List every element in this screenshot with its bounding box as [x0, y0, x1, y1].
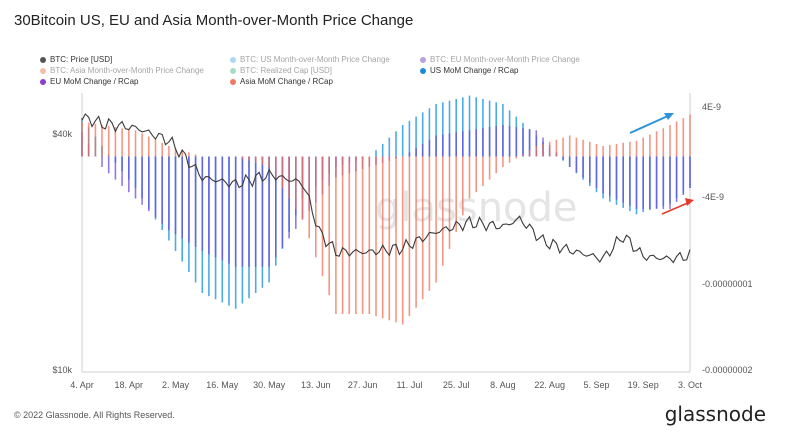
legend-item[interactable]: BTC: Realized Cap [USD] — [230, 66, 332, 75]
brand-logo: glassnode — [664, 402, 766, 426]
legend-label: BTC: Price [USD] — [50, 55, 113, 64]
legend-swatch — [230, 78, 236, 85]
x-tick-label: 2. May — [162, 380, 190, 390]
y-right-tick-label: -0.00000001 — [702, 279, 753, 289]
x-tick-label: 4. Apr — [70, 380, 94, 390]
chart-title: 30Bitcoin US, EU and Asia Month-over-Mon… — [14, 12, 414, 29]
y-left-tick-label: $40k — [52, 129, 72, 139]
copyright-footer: © 2022 Glassnode. All Rights Reserved. — [14, 410, 175, 420]
x-tick-label: 30. May — [253, 380, 286, 390]
legend-item[interactable]: BTC: Asia Month-over-Month Price Change — [40, 66, 204, 75]
legend-label: Asia MoM Change / RCap — [240, 77, 333, 86]
x-tick-label: 3. Oct — [678, 380, 703, 390]
x-tick-label: 13. Jun — [301, 380, 331, 390]
x-tick-label: 16. May — [206, 380, 239, 390]
legend-item[interactable]: BTC: US Month-over-Month Price Change — [230, 55, 390, 64]
legend-item[interactable]: US MoM Change / RCap — [420, 66, 518, 75]
legend-label: US MoM Change / RCap — [430, 66, 519, 75]
y-right-tick-label: -0.00000002 — [702, 365, 753, 375]
y-left-tick-label: $10k — [52, 365, 72, 375]
red-annotation-arrow — [661, 201, 691, 215]
legend-swatch — [420, 56, 426, 63]
legend-item[interactable]: EU MoM Change / RCap — [40, 77, 138, 86]
btc-price-line — [81, 113, 691, 264]
y-right-tick-label: 4E-9 — [702, 102, 721, 112]
x-tick-label: 22. Aug — [534, 380, 565, 390]
y-right-tick-label: -4E-9 — [702, 192, 724, 202]
legend-label: BTC: Asia Month-over-Month Price Change — [50, 66, 204, 75]
legend-swatch — [40, 67, 46, 74]
x-tick-label: 18. Apr — [115, 380, 144, 390]
x-tick-label: 19. Sep — [628, 380, 659, 390]
legend-item[interactable]: Asia MoM Change / RCap — [230, 77, 333, 86]
blue-annotation-arrow — [629, 114, 671, 134]
red-arrow-head — [685, 198, 694, 206]
legend: BTC: Price [USD] BTC: US Month-over-Month… — [40, 55, 640, 91]
x-tick-label: 11. Jul — [396, 380, 422, 390]
legend-label: EU MoM Change / RCap — [50, 77, 139, 86]
legend-swatch — [40, 56, 46, 63]
x-tick-label: 25. Jul — [443, 380, 470, 390]
legend-swatch — [230, 56, 236, 63]
legend-swatch — [420, 67, 426, 74]
legend-label: BTC: US Month-over-Month Price Change — [240, 55, 390, 64]
blue-arrow-head — [664, 113, 674, 120]
legend-item[interactable]: BTC: Price [USD] — [40, 55, 112, 64]
legend-swatch — [40, 78, 46, 85]
legend-swatch — [230, 67, 236, 74]
legend-label: BTC: Realized Cap [USD] — [240, 66, 333, 75]
legend-label: BTC: EU Month-over-Month Price Change — [430, 55, 580, 64]
x-tick-label: 27. Jun — [348, 380, 378, 390]
legend-item[interactable]: BTC: EU Month-over-Month Price Change — [420, 55, 580, 64]
x-tick-label: 5. Sep — [583, 380, 609, 390]
x-tick-label: 8. Aug — [490, 380, 516, 390]
